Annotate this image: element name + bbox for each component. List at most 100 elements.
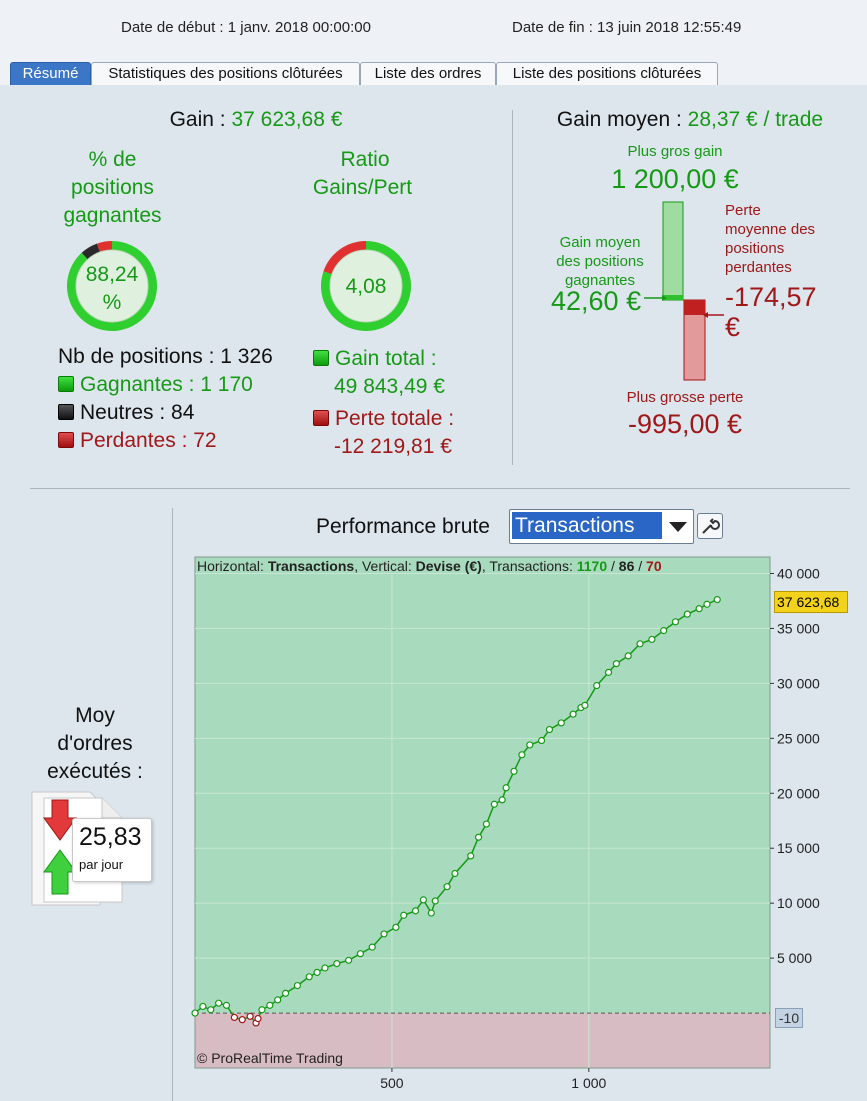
y-tick-label: 30 000 [777, 675, 820, 691]
info-transactions-label: , Transactions: [481, 558, 577, 574]
data-point [313, 968, 321, 976]
series-line [194, 598, 718, 1025]
win-pct-title: % de positions gagnantes [30, 146, 195, 230]
vertical-divider [512, 110, 513, 465]
data-point [380, 930, 388, 938]
orders-title-line: exécutés : [47, 760, 143, 783]
avg-gain-arrowhead [662, 295, 667, 301]
winning-count: Gagnantes : 1 170 [58, 373, 253, 397]
red-square-icon [58, 432, 74, 448]
equity-curve [191, 595, 721, 1027]
info-tx-loss: 70 [646, 558, 662, 574]
data-point [518, 751, 526, 759]
data-point [333, 960, 341, 968]
tab-order-list[interactable]: Liste des ordres [360, 62, 496, 85]
data-point [451, 869, 459, 878]
info-tx-neutral: 86 [618, 558, 635, 574]
wrench-path [702, 518, 720, 534]
orders-divider [172, 508, 173, 1101]
x-axis-mode-value: Transactions [512, 512, 662, 539]
data-point [305, 973, 313, 981]
orders-title-line: d'ordres [57, 732, 133, 755]
win-pct-title-line: positions [71, 176, 154, 199]
green-square-icon [58, 376, 74, 392]
red-square-icon [313, 410, 329, 426]
winning-count-text: Gagnantes : 1 170 [80, 373, 253, 396]
data-point [648, 635, 656, 644]
chart-frame [194, 556, 771, 1069]
total-loss: Perte totale : -12 219,81 € [313, 405, 454, 461]
info-separator: / [634, 558, 647, 574]
win-pct-number: 88,24 [85, 263, 139, 286]
data-point [498, 796, 506, 804]
avg-winning-label-line: Gain moyen [559, 234, 641, 251]
data-point [569, 710, 577, 718]
chart-settings-button[interactable] [697, 513, 723, 539]
data-point [427, 909, 435, 917]
tab-closed-position-list[interactable]: Liste des positions clôturées [496, 62, 718, 85]
data-point [419, 896, 428, 904]
win-pct-title-line: gagnantes [63, 204, 162, 227]
data-point [526, 741, 534, 749]
orders-title-line: Moy [75, 704, 115, 727]
info-horizontal-label: Horizontal: [197, 558, 268, 574]
neutral-count-text: Neutres : 84 [80, 401, 195, 424]
biggest-gain-label: Plus gros gain [627, 143, 723, 160]
data-point [411, 907, 420, 915]
date-range-bar: Date de début : 1 janv. 2018 00:00:00 Da… [0, 0, 867, 53]
ratio-title: Ratio Gains/Pert [300, 146, 430, 202]
info-vertical-label: , Vertical: [354, 558, 416, 574]
ratio-donut [321, 241, 411, 331]
y-axis: 40 000 35 000 30 000 25 000 20 000 15 000 10 0… [770, 565, 820, 966]
avg-losing-value: -174,57 € [725, 282, 817, 342]
x-axis-mode-select[interactable]: Transactions [509, 509, 694, 544]
avg-winning-value: 42,60 € [551, 286, 642, 316]
data-point [254, 1014, 262, 1023]
data-point [274, 996, 282, 1004]
info-horizontal-value: Transactions [267, 558, 355, 574]
x-tick-label: 1 000 [571, 1075, 606, 1091]
green-square-icon [313, 350, 329, 366]
tab-closed-position-stats[interactable]: Statistiques des positions clôturées [91, 62, 360, 85]
data-point [321, 964, 329, 972]
losing-count-text: Perdantes : 72 [80, 429, 217, 452]
data-point [502, 784, 510, 792]
data-point [545, 725, 554, 734]
avg-losing-label-line: perdantes [725, 259, 792, 276]
total-loss-label: Perte totale : [335, 407, 455, 430]
data-point [713, 595, 721, 604]
data-point [482, 820, 491, 828]
data-point [593, 681, 601, 690]
y-tick-label: 20 000 [777, 785, 820, 801]
data-point [392, 923, 400, 931]
y-tick-label: 35 000 [777, 620, 820, 636]
data-point [703, 600, 711, 608]
data-point [400, 911, 408, 919]
tab-resume[interactable]: Résumé [10, 62, 91, 85]
copyright: © ProRealTime Trading [197, 1050, 343, 1066]
data-point [293, 981, 301, 990]
x-axis: 500 1 000 [380, 1068, 607, 1091]
info-tx-win: 1170 [576, 558, 608, 574]
ratio-title-line: Ratio [340, 148, 390, 171]
win-pct-value: 88,24 % [61, 261, 163, 317]
data-point [660, 627, 668, 635]
data-point [368, 943, 376, 951]
x-tick-label: 500 [380, 1075, 404, 1091]
avg-losing-currency: € [725, 312, 741, 342]
data-point [281, 989, 290, 997]
avg-gain-bar [663, 295, 683, 300]
positive-area [195, 557, 770, 1014]
avg-losing-label: Perte moyenne des positions perdantes [725, 201, 815, 277]
data-point [612, 659, 621, 668]
neutral-count: Neutres : 84 [58, 401, 194, 425]
avg-winning-label: Gain moyen des positions gagnantes [540, 233, 660, 290]
data-point [624, 652, 632, 660]
gain-value: 37 623,68 € [231, 108, 343, 131]
data-point [266, 1001, 274, 1009]
orders-value-box: 25,83 par jour [72, 818, 152, 882]
ratio-title-line: Gains/Pert [312, 176, 413, 199]
orders-title: Moy d'ordres exécutés : [20, 702, 170, 786]
data-point [199, 1002, 207, 1011]
